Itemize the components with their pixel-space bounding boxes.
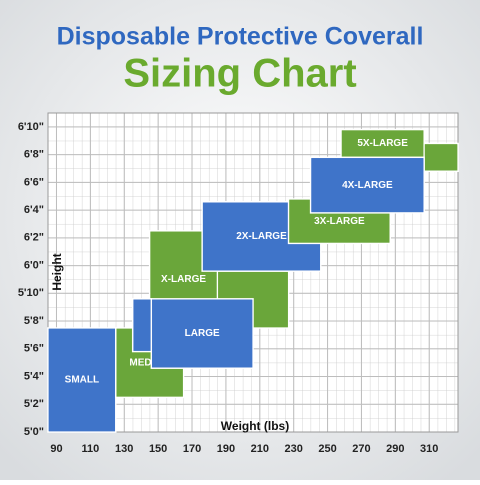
size-region: 5X-LARGE [340, 128, 459, 173]
x-tick-label: 290 [386, 443, 404, 455]
size-fill [424, 144, 458, 171]
y-tick-label: 5'4" [24, 370, 44, 382]
y-tick-label: 5'10" [18, 287, 44, 299]
size-label: 4X-LARGE [342, 180, 393, 191]
size-region: LARGE [131, 298, 254, 369]
y-tick-label: 6'6" [24, 176, 44, 188]
y-tick-label: 5'6" [24, 343, 44, 355]
x-tick-label: 170 [183, 443, 201, 455]
x-tick-label: 210 [251, 443, 269, 455]
plot-border [47, 112, 459, 433]
y-tick-label: 6'2" [24, 232, 44, 244]
size-fill [133, 299, 151, 351]
size-label: 2X-LARGE [236, 231, 287, 242]
plot: 90 110 130 150 170 190 210 230 250 270 290 310 5'0" 5… [18, 112, 459, 455]
y-axis-title: Height [50, 253, 64, 290]
size-fill [311, 158, 424, 213]
x-tick-label: 130 [115, 443, 133, 455]
y-tick-label: 5'8" [24, 315, 44, 327]
x-tick-label: 250 [318, 443, 336, 455]
size-region: 4X-LARGE [309, 156, 425, 214]
size-label: LARGE [185, 328, 220, 339]
y-tick-label: 6'10" [18, 121, 44, 133]
x-tick-label: 230 [284, 443, 302, 455]
size-region: SMALL [47, 327, 117, 433]
y-tick-label: 5'2" [24, 398, 44, 410]
y-tick-label: 6'0" [24, 259, 44, 271]
y-tick-label: 5'0" [24, 426, 44, 438]
x-tick-label: 270 [352, 443, 370, 455]
x-tick-label: 310 [420, 443, 438, 455]
x-tick-label: 150 [149, 443, 167, 455]
x-tick-label: 190 [217, 443, 235, 455]
x-tick-label: 110 [81, 443, 99, 455]
x-tick-label: 90 [50, 443, 62, 455]
y-tick-label: 6'4" [24, 204, 44, 216]
x-axis-title: Weight (lbs) [221, 419, 289, 433]
size-label: X-LARGE [161, 274, 206, 285]
size-label: SMALL [65, 375, 99, 386]
size-fill [48, 328, 116, 432]
size-fill [341, 130, 424, 157]
size-fill [152, 299, 253, 368]
size-label: MEDIUM [129, 357, 170, 368]
chart-title: Disposable Protective Coverall [57, 23, 424, 51]
chart-subtitle: Sizing Chart [123, 52, 356, 96]
size-label: 3X-LARGE [314, 216, 365, 227]
size-label: 5X-LARGE [357, 138, 408, 149]
y-tick-label: 6'8" [24, 149, 44, 161]
